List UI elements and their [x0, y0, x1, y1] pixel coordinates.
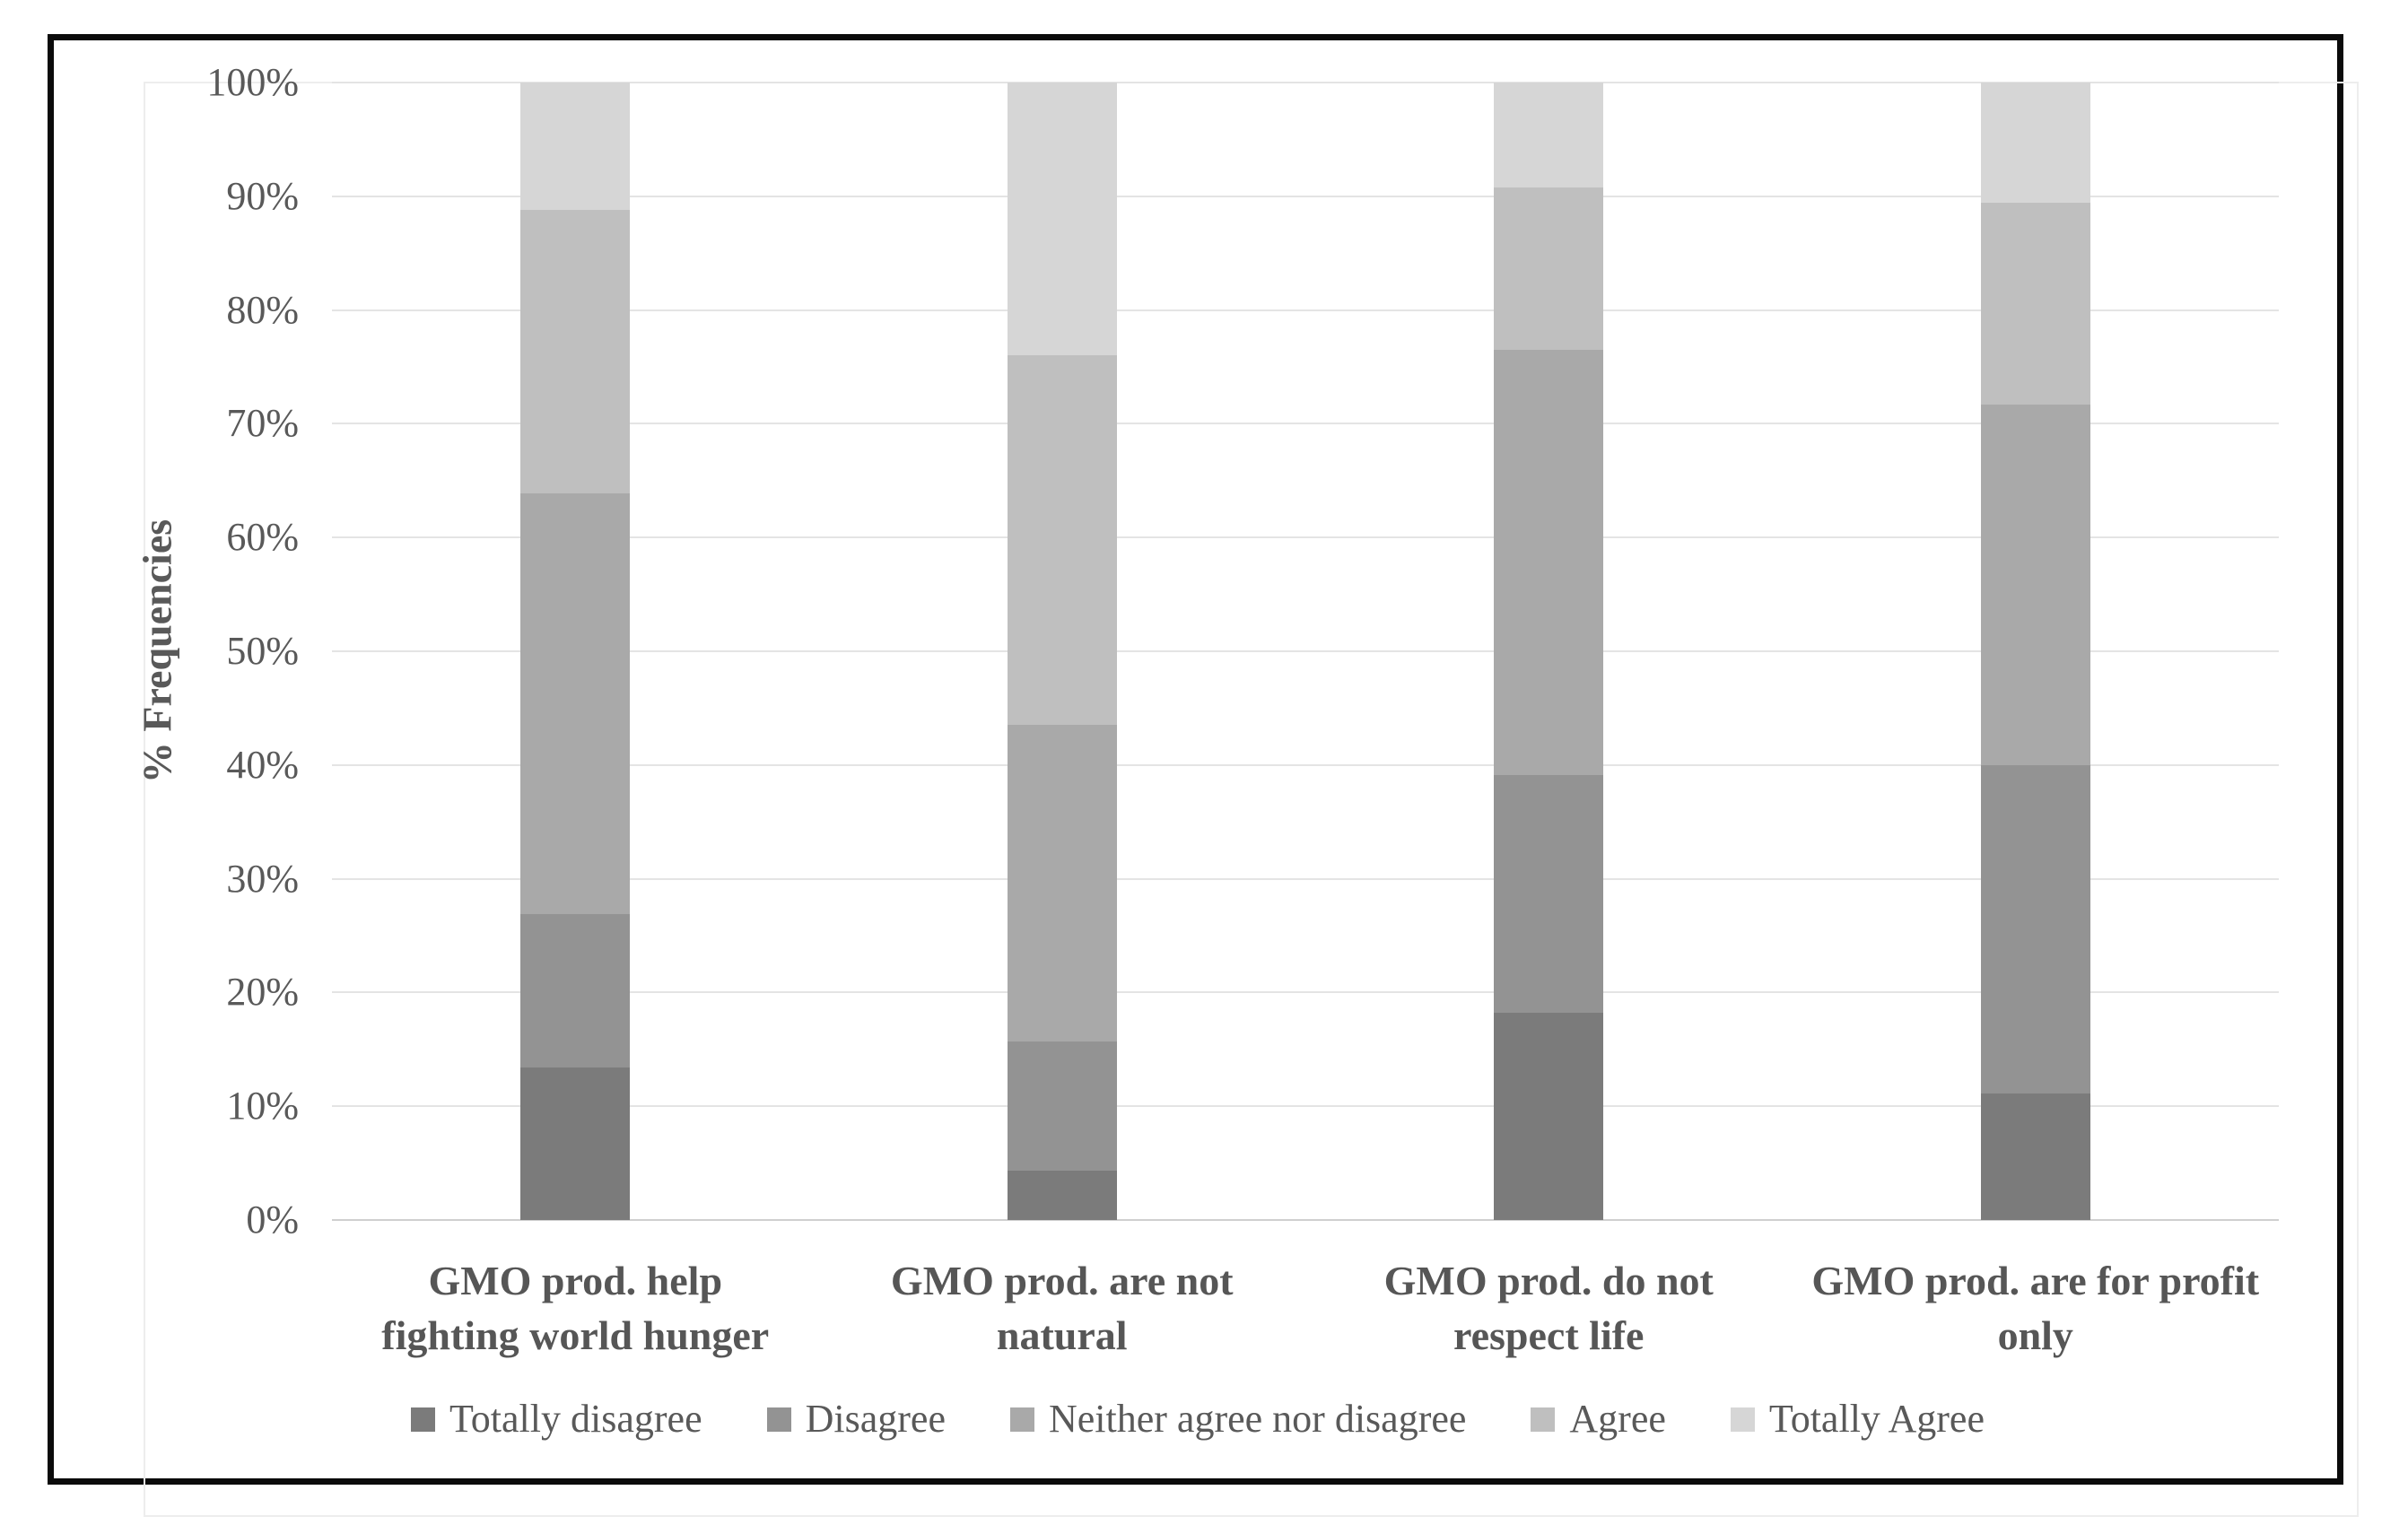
- legend-item: Agree: [1531, 1399, 1666, 1439]
- legend-label: Agree: [1569, 1397, 1666, 1441]
- bar-segment: [520, 1068, 631, 1220]
- bar-segment: [1980, 764, 2090, 1094]
- y-axis-tick-label: 30%: [226, 856, 299, 901]
- bar-segment: [520, 83, 631, 211]
- gridline: [332, 650, 2279, 652]
- bar-segment: [520, 492, 631, 914]
- bar-segment: [520, 913, 631, 1068]
- legend-item: Totally disagree: [411, 1399, 702, 1439]
- bar-segment: [1494, 775, 1604, 1014]
- legend-item: Disagree: [766, 1397, 946, 1441]
- bar-segment: [1980, 1094, 2090, 1220]
- y-axis-title: % Frequencies: [134, 518, 180, 784]
- x-axis-category-labels: GMO prod. help fighting world hunger GMO p…: [332, 1254, 2279, 1398]
- bar-segment: [1980, 83, 2090, 204]
- bar-segment: [520, 210, 631, 493]
- figure-frame: [48, 34, 2359, 1517]
- bar-segment: [1494, 187, 1604, 351]
- stacked-bar: [1980, 83, 2090, 1220]
- bar-segment: [1007, 355, 1117, 726]
- x-category-label-line: GMO prod. do not: [1383, 1258, 1714, 1303]
- legend-label: Totally Agree: [1768, 1397, 1985, 1441]
- bar-segment: [1007, 1041, 1117, 1172]
- legend-swatch: [411, 1407, 435, 1432]
- y-axis-tick-label: 60%: [226, 515, 299, 560]
- bar-segment: [1007, 1171, 1117, 1220]
- gridline: [332, 877, 2279, 880]
- x-category-label-line: respect life: [1453, 1312, 1645, 1358]
- legend-label: Neither agree nor disagree: [1048, 1397, 1467, 1441]
- chart-legend: Totally disagree Disagree Neither agree no…: [99, 1399, 2297, 1439]
- legend-swatch: [1009, 1407, 1034, 1432]
- y-axis-tick-label: 80%: [226, 287, 299, 332]
- y-axis-tick-label: 90%: [226, 173, 299, 218]
- bar-segment: [1494, 83, 1604, 187]
- legend-swatch: [1531, 1407, 1556, 1432]
- gridline: [332, 423, 2279, 425]
- y-axis-tick-label: 40%: [226, 742, 299, 787]
- plot-area: [332, 82, 2279, 1221]
- y-axis-tick-labels: 0% 10% 20% 30% 40% 50% 60% 70% 80% 90% 100%: [0, 63, 310, 1240]
- bar-segment: [1494, 350, 1604, 776]
- x-category-label-line: GMO prod. are not: [890, 1258, 1234, 1303]
- x-category-label: GMO prod. are not natural: [784, 1254, 1340, 1363]
- bar-segment: [1007, 725, 1117, 1041]
- gridline: [332, 195, 2279, 197]
- bar-segment: [1980, 203, 2090, 405]
- legend-item: Totally Agree: [1730, 1397, 1985, 1441]
- y-axis-tick-label: 50%: [226, 629, 299, 673]
- gridline: [332, 1105, 2279, 1108]
- bar-segment: [1494, 1013, 1604, 1220]
- legend-label: Disagree: [805, 1397, 946, 1441]
- x-category-label-line: GMO prod. are for profit: [1811, 1258, 2260, 1303]
- y-axis-tick-label: 20%: [226, 970, 299, 1015]
- x-category-label: GMO prod. help fighting world hunger: [297, 1254, 853, 1363]
- x-category-label-line: GMO prod. help: [428, 1258, 723, 1303]
- x-axis-line: [332, 1219, 2279, 1221]
- gridline: [332, 991, 2279, 994]
- gridline: [332, 82, 2279, 83]
- stacked-bar: [520, 83, 631, 1220]
- x-category-label-line: fighting world hunger: [381, 1312, 770, 1358]
- bar-segment: [1980, 404, 2090, 765]
- x-category-label-line: natural: [996, 1312, 1128, 1358]
- gridline: [332, 763, 2279, 766]
- gridline: [332, 309, 2279, 311]
- legend-label: Totally disagree: [449, 1397, 702, 1441]
- legend-swatch: [766, 1407, 791, 1432]
- legend-item: Neither agree nor disagree: [1009, 1397, 1467, 1441]
- gridline: [332, 536, 2279, 539]
- y-axis-tick-label: 10%: [226, 1084, 299, 1128]
- legend-swatch: [1730, 1407, 1755, 1432]
- y-axis-tick-label: 100%: [206, 60, 299, 104]
- y-axis-tick-label: 0%: [246, 1198, 299, 1242]
- bar-segment: [1007, 83, 1117, 356]
- stacked-bar: [1494, 83, 1604, 1220]
- stacked-bar: [1007, 83, 1117, 1220]
- x-category-label: GMO prod. do not respect life: [1270, 1254, 1827, 1363]
- x-category-label-line: only: [1997, 1312, 2073, 1358]
- x-category-label: GMO prod. are for profit only: [1758, 1254, 2314, 1363]
- y-axis-tick-label: 70%: [226, 401, 299, 446]
